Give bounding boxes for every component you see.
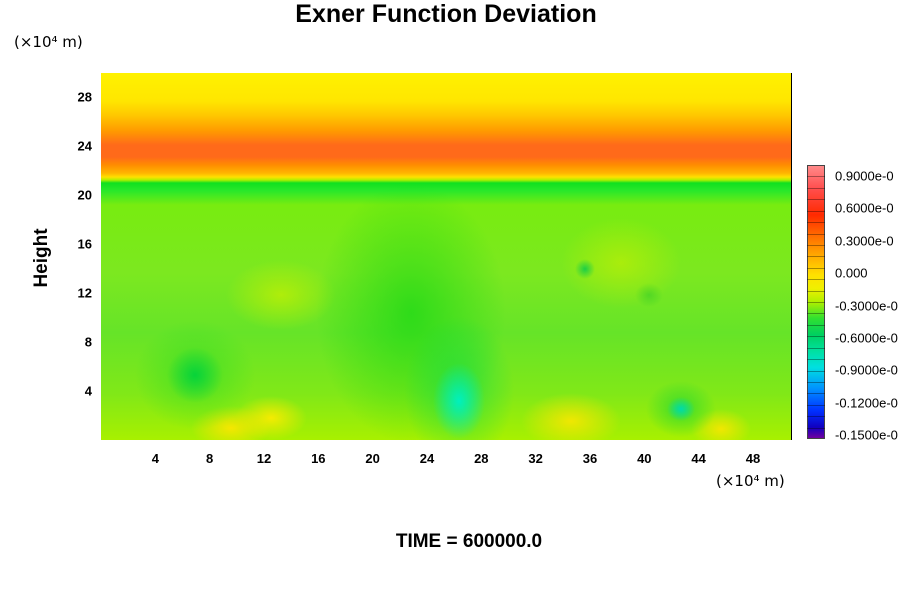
x-tick-label: 16 — [311, 451, 326, 466]
colorbar-label: 0.000 — [835, 265, 868, 281]
colorbar-band-divider — [807, 347, 825, 349]
colorbar-band-divider — [807, 393, 825, 395]
y-tick-label: 12 — [77, 285, 92, 301]
y-tick-label: 28 — [77, 89, 92, 105]
x-axis-unit: (×10⁴ m) — [716, 472, 785, 490]
colorbar — [807, 165, 825, 439]
colorbar-band-divider — [807, 313, 825, 315]
y-tick-label: 20 — [77, 187, 92, 203]
colorbar-band-divider — [807, 302, 825, 303]
x-tick-label: 44 — [691, 451, 706, 466]
colorbar-band-divider — [807, 336, 825, 338]
y-tick-label: 24 — [77, 138, 92, 154]
colorbar-label: 0.3000e-0 — [835, 233, 894, 249]
x-tick-label: 48 — [745, 451, 761, 466]
contour-field — [101, 73, 791, 440]
colorbar-label: -0.3000e-0 — [835, 298, 898, 314]
y-tick-label: 8 — [84, 334, 92, 350]
y-tick-label: 16 — [77, 236, 92, 252]
x-tick-label: 20 — [365, 451, 380, 466]
colorbar-band-divider — [807, 290, 825, 292]
x-tick-label: 40 — [637, 451, 652, 466]
x-tick-label: 12 — [256, 451, 272, 466]
colorbar-label: -0.6000e-0 — [835, 330, 898, 346]
colorbar-band-divider — [807, 324, 825, 326]
colorbar-band-divider — [807, 187, 825, 189]
colorbar-label: 0.6000e-0 — [835, 200, 894, 216]
colorbar-band-divider — [807, 404, 825, 406]
x-tick-label: 8 — [206, 451, 214, 466]
time-label: TIME = 600000.0 — [395, 531, 543, 552]
x-tick-label: 36 — [582, 451, 598, 466]
y-axis-unit: (×10⁴ m) — [14, 33, 83, 51]
x-tick-label: 28 — [474, 451, 489, 466]
colorbar-band-divider — [807, 427, 825, 429]
colorbar-band-divider — [807, 233, 825, 235]
colorbar-band-divider — [807, 370, 825, 372]
colorbar-label: -0.9000e-0 — [835, 362, 898, 378]
chart-title: Exner Function Deviation — [295, 0, 597, 28]
colorbar-label: -0.1200e-0 — [835, 395, 898, 411]
colorbar-band-divider — [807, 199, 825, 201]
colorbar-band-divider — [807, 222, 825, 224]
colorbar-band-divider — [807, 210, 825, 212]
colorbar-band-divider — [807, 359, 825, 361]
colorbar-band-divider — [807, 416, 825, 418]
colorbar-label: -0.1500e-0 — [835, 427, 898, 443]
colorbar-band-divider — [807, 176, 825, 178]
plot-area — [101, 73, 792, 440]
colorbar-band-divider — [807, 244, 825, 246]
x-tick-label: 24 — [419, 451, 435, 466]
colorbar-band-divider — [807, 279, 825, 281]
colorbar-band-divider — [807, 381, 825, 383]
colorbar-band-divider — [807, 256, 825, 258]
x-tick-label: 32 — [528, 451, 543, 466]
y-axis-label: Height — [31, 228, 52, 288]
y-tick-label: 4 — [84, 383, 92, 399]
colorbar-label: 0.9000e-0 — [835, 168, 894, 184]
colorbar-band-divider — [807, 267, 825, 269]
x-tick-label: 4 — [151, 451, 159, 466]
